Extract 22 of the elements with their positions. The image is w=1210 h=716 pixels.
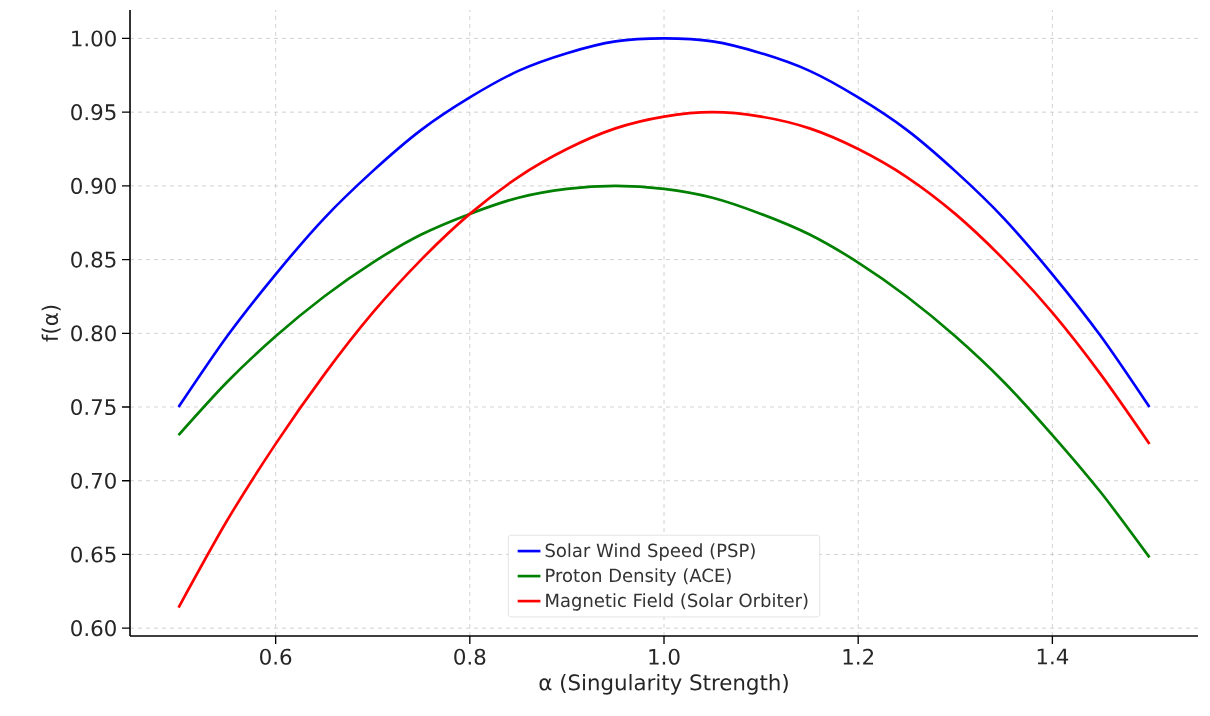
y-axis-title: f(α)	[41, 305, 61, 342]
y-tick-label: 0.60	[71, 620, 116, 637]
legend-label: Proton Density (ACE)	[546, 568, 731, 586]
x-axis-title: α (Singularity Strength)	[539, 673, 788, 695]
line-series	[177, 110, 1151, 609]
y-tick-label: 0.80	[71, 325, 116, 342]
y-tick-label: 0.75	[71, 398, 116, 416]
x-tick-label: 1.0	[649, 648, 680, 665]
y-tick-label: 0.90	[71, 177, 116, 194]
y-tick-label: 0.65	[71, 546, 116, 563]
x-tick-label: 1.2	[843, 648, 874, 665]
line-series	[177, 37, 1151, 409]
y-tick-label: 1.00	[72, 30, 116, 47]
x-tick-label: 0.6	[260, 648, 292, 665]
legend-label: Magnetic Field (Solar Orbiter)	[546, 593, 808, 611]
x-tick-label: 0.8	[454, 648, 486, 665]
y-tick-label: 0.70	[71, 472, 116, 489]
y-tick-label: 0.95	[71, 104, 116, 121]
line-series	[177, 184, 1151, 559]
legend-label: Solar Wind Speed (PSP)	[545, 543, 755, 561]
x-tick-label: 1.4	[1037, 648, 1069, 665]
y-tick-label: 0.85	[71, 251, 116, 268]
